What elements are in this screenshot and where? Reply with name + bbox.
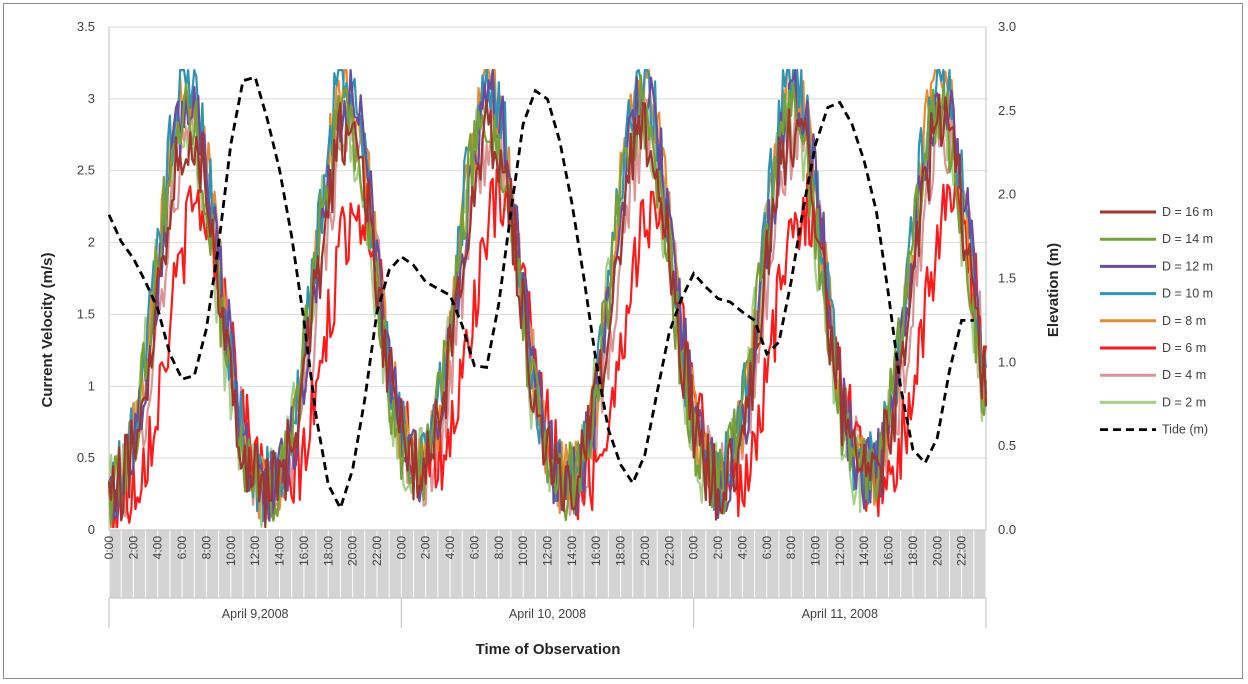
y2-tick-label: 0.5 [998, 438, 1016, 453]
x-tick-label: 16:00 [297, 536, 311, 566]
y2-axis-ticks: 0.0 0.5 1.0 1.5 2.0 2.5 3.0 [998, 19, 1016, 537]
x-tick-label: 4:00 [735, 536, 749, 560]
x-axis-band [108, 529, 987, 628]
x-tick-label: 6:00 [467, 536, 481, 560]
tide-layer [107, 75, 974, 512]
x-tick-label: 16:00 [882, 536, 896, 566]
x-tick-label: 18:00 [614, 536, 628, 566]
y2-axis-title: Elevation (m) [1045, 243, 1062, 337]
x-tick-label: 22:00 [370, 536, 384, 566]
x-tick-label: 12:00 [248, 536, 262, 566]
legend-label: D = 2 m [1162, 395, 1206, 409]
x-axis-title: Time of Observation [476, 641, 621, 658]
y-tick-label: 1 [88, 378, 95, 393]
legend-label: D = 4 m [1162, 368, 1206, 382]
day-band [109, 598, 986, 628]
x-tick-label: 10:00 [516, 536, 530, 566]
x-tick-label: 6:00 [175, 536, 189, 560]
y2-tick-label: 3.0 [998, 19, 1016, 34]
x-tick-label: 20:00 [638, 536, 652, 566]
x-tick-label: 10:00 [808, 536, 822, 566]
x-tick-label: 22:00 [662, 536, 676, 566]
y-tick-label: 3 [88, 91, 95, 106]
day-label: April 10, 2008 [509, 607, 586, 621]
x-tick-label: 0:00 [394, 536, 408, 560]
y2-tick-label: 1.0 [998, 354, 1016, 369]
x-tick-label: 10:00 [224, 536, 238, 566]
legend-label: D = 6 m [1162, 341, 1206, 355]
y-tick-label: 2 [88, 235, 95, 250]
x-tick-label: 18:00 [906, 536, 920, 566]
x-tick-label: 18:00 [321, 536, 335, 566]
x-tick-label: 8:00 [199, 536, 213, 560]
x-tick-label: 8:00 [784, 536, 798, 560]
legend-label: D = 14 m [1162, 232, 1213, 246]
legend-label: D = 8 m [1162, 314, 1206, 328]
x-tick-label: 12:00 [833, 536, 847, 566]
x-tick-label: 16:00 [589, 536, 603, 566]
y-axis-ticks: 0 0.5 1 1.5 2 2.5 3 3.5 [77, 19, 95, 537]
x-tick-label: 14:00 [273, 536, 287, 566]
x-tick-label: 0:00 [102, 536, 116, 560]
x-tick-label: 20:00 [346, 536, 360, 566]
x-tick-label: 12:00 [541, 536, 555, 566]
x-tick-label: 2:00 [126, 536, 140, 560]
y-tick-label: 0.5 [77, 450, 95, 465]
legend-label: Tide (m) [1162, 423, 1208, 437]
legend-label: D = 10 m [1162, 287, 1213, 301]
y2-tick-label: 2.5 [998, 103, 1016, 118]
tide-line [107, 75, 974, 512]
series-line-5 [108, 168, 988, 529]
y-tick-label: 0 [88, 522, 95, 537]
x-tick-label: 2:00 [711, 536, 725, 560]
series-line-0 [107, 93, 988, 529]
x-tick-label: 0:00 [687, 536, 701, 560]
x-axis-ticks: 0:00 2:00 4:00 6:00 8:00 10:00 12:00 14:00 16:00… [102, 536, 969, 566]
y2-tick-label: 2.0 [998, 187, 1016, 202]
y-tick-label: 2.5 [77, 163, 95, 178]
y-tick-label: 3.5 [77, 19, 95, 34]
x-tick-label: 8:00 [492, 536, 506, 560]
x-tick-label: 6:00 [760, 536, 774, 560]
day-labels: April 9,2008 April 10, 2008 April 11, 2008 [222, 607, 878, 621]
x-tick-label: 2:00 [419, 536, 433, 560]
y-tick-label: 1.5 [77, 306, 95, 321]
x-tick-label: 20:00 [930, 536, 944, 566]
x-tick-label: 4:00 [443, 536, 457, 560]
x-tick-label: 14:00 [857, 536, 871, 566]
legend-label: D = 16 m [1162, 205, 1213, 219]
series-layer [107, 69, 988, 529]
legend: D = 16 m D = 14 m D = 12 m D = 10 m D = 8 m D… [1100, 205, 1213, 437]
y-axis-title: Current Velocity (m/s) [39, 252, 56, 407]
y2-tick-label: 1.5 [998, 271, 1016, 286]
y2-tick-label: 0.0 [998, 522, 1016, 537]
legend-label: D = 12 m [1162, 259, 1213, 273]
x-tick-label: 22:00 [955, 536, 969, 566]
day-label: April 11, 2008 [802, 607, 878, 621]
day-label: April 9,2008 [222, 607, 289, 621]
x-tick-label: 14:00 [565, 536, 579, 566]
x-tick-label: 4:00 [151, 536, 165, 560]
